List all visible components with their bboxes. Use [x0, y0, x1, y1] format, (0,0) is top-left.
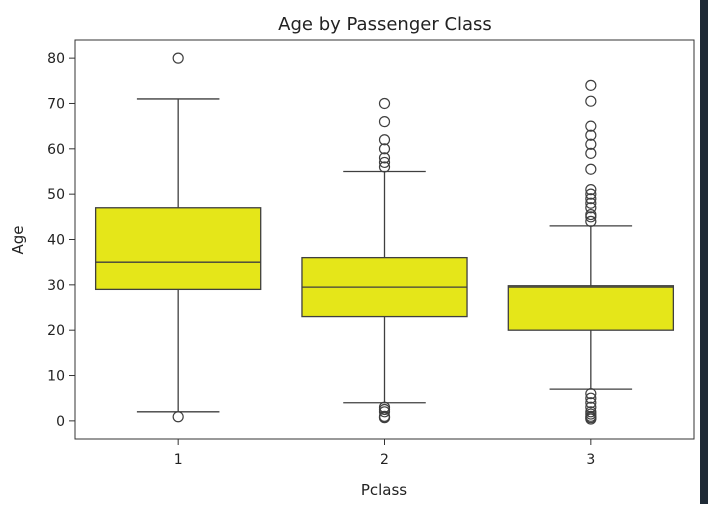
outlier-point	[585, 129, 597, 141]
outlier-point	[585, 147, 597, 159]
outlier-point	[378, 116, 391, 128]
x-axis: 1 2 3	[174, 439, 595, 468]
y-tick-label: 80	[47, 51, 65, 67]
outlier-point	[378, 143, 391, 155]
boxes-layer	[94, 52, 675, 425]
outlier-point	[378, 401, 391, 413]
outlier-point	[172, 411, 184, 423]
outlier-point	[585, 215, 597, 227]
outlier-point	[585, 193, 597, 205]
bottom-strip	[0, 504, 708, 508]
outlier-point	[378, 161, 391, 173]
outlier-point	[378, 134, 391, 146]
y-tick-label: 30	[47, 278, 65, 294]
iqr-box	[94, 207, 262, 291]
outlier-point	[585, 401, 597, 413]
y-tick-label: 0	[56, 414, 65, 430]
y-tick-label: 70	[47, 96, 65, 112]
outlier-point	[585, 79, 597, 91]
outlier-point	[378, 152, 391, 164]
iqr-box	[507, 285, 675, 331]
window-edge	[700, 0, 708, 508]
outlier-point	[585, 184, 597, 196]
box-2	[301, 97, 468, 424]
outlier-point	[378, 97, 391, 110]
outlier-point	[585, 95, 597, 107]
y-tick-label: 40	[47, 233, 65, 249]
y-tick-label: 60	[47, 142, 65, 158]
y-axis: 0 10 20 30 40 50 60 70 80	[47, 51, 75, 430]
box-3	[507, 79, 675, 425]
outlier-point	[585, 397, 597, 409]
y-tick-label: 20	[47, 323, 65, 339]
outlier-point	[585, 197, 597, 209]
x-tick-label: 1	[174, 452, 183, 468]
box-1	[94, 52, 262, 423]
x-tick-label: 3	[586, 452, 595, 468]
outlier-point	[585, 388, 597, 400]
y-tick-label: 50	[47, 187, 65, 203]
outlier-point	[585, 202, 597, 214]
y-tick-label: 10	[47, 369, 65, 385]
x-axis-label: Pclass	[361, 481, 407, 499]
outlier-point	[585, 163, 597, 175]
outlier-point	[378, 156, 391, 169]
outlier-point	[585, 208, 597, 221]
outlier-point	[585, 406, 597, 418]
outlier-point	[172, 52, 184, 64]
chart-title: Age by Passenger Class	[278, 14, 492, 35]
x-tick-label: 2	[380, 452, 389, 468]
outlier-point	[585, 120, 597, 132]
outlier-point	[378, 410, 391, 422]
outlier-point	[585, 188, 597, 200]
y-axis-label: Age	[9, 225, 27, 254]
outlier-point	[585, 392, 597, 404]
outlier-point	[585, 138, 597, 150]
